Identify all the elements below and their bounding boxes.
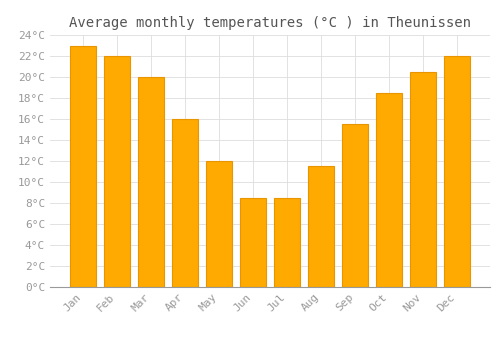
Bar [172, 119, 198, 287]
Title: Average monthly temperatures (°C ) in Theunissen: Average monthly temperatures (°C ) in Th… [69, 16, 471, 30]
Bar [104, 56, 130, 287]
Bar [410, 72, 436, 287]
Bar [240, 198, 266, 287]
Bar [70, 46, 96, 287]
Bar [342, 124, 368, 287]
Bar [206, 161, 232, 287]
Bar [274, 198, 300, 287]
Bar [376, 93, 402, 287]
Bar [138, 77, 164, 287]
Bar [444, 56, 470, 287]
Bar [308, 166, 334, 287]
